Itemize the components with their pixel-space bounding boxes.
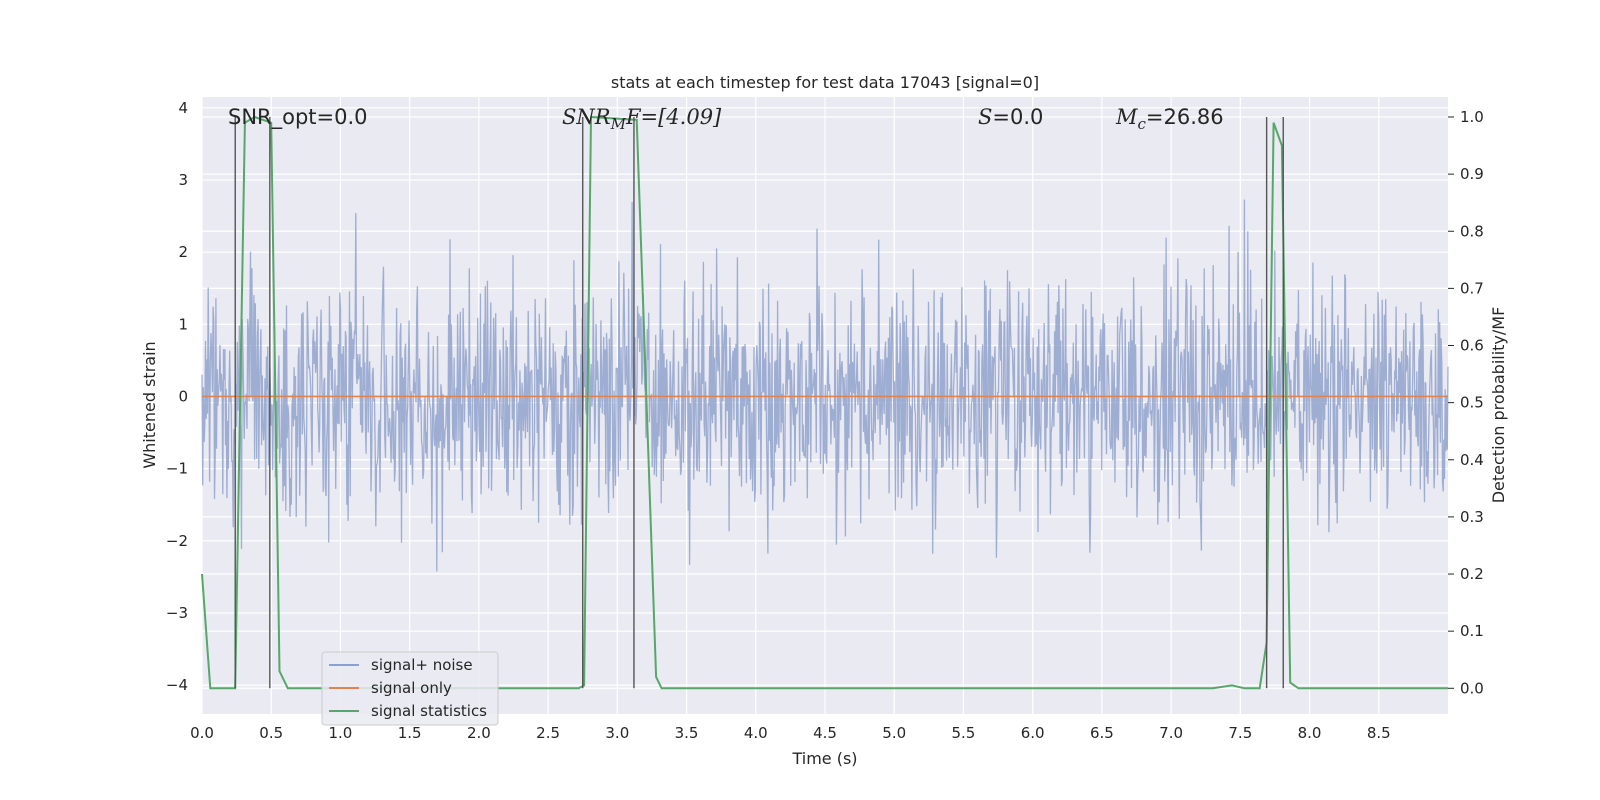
x-tick-label-7: 3.5: [675, 724, 699, 742]
x-tick-label-1: 0.5: [259, 724, 283, 742]
y2-tick-label-6: 0.6: [1460, 337, 1484, 355]
y2-tick-label-4: 0.4: [1460, 451, 1484, 469]
x-tick-label-17: 8.5: [1367, 724, 1391, 742]
x-tick-label-9: 4.5: [813, 724, 837, 742]
s-symbol: S: [978, 105, 992, 129]
legend-label-signal-statistics: signal statistics: [371, 702, 487, 720]
x-tick-label-15: 7.5: [1228, 724, 1252, 742]
mc-symbol: M: [1115, 105, 1138, 129]
mc-sub: c: [1138, 115, 1147, 133]
signal-noise-line: [201, 199, 1449, 572]
y2-tick-label-10: 1.0: [1460, 108, 1484, 126]
legend-label-signal-only: signal only: [371, 679, 452, 697]
x-tick-label-2: 1.0: [329, 724, 353, 742]
y2-tick-label-5: 0.5: [1460, 394, 1484, 412]
annotation-snr-mf: SNRMF=[4.09]: [562, 105, 722, 133]
y-tick-label-2: −2: [166, 532, 188, 550]
x-tick-label-8: 4.0: [744, 724, 768, 742]
y-tick-label-5: 1: [178, 315, 188, 333]
snr-mf-f: F=[4.09]: [625, 105, 722, 129]
mc-value: =26.86: [1146, 105, 1224, 129]
y2-axis-label: Detection probability/MF: [1489, 307, 1508, 504]
snr-mf-base: SNR: [562, 105, 611, 129]
y-axis-label: Whitened strain: [140, 341, 159, 468]
signal-statistics-line: [201, 115, 1448, 690]
annotation-s: S=0.0: [978, 105, 1043, 129]
y-tick-label-6: 2: [178, 243, 188, 261]
noise-series: [201, 199, 1449, 572]
x-tick-label-4: 2.0: [467, 724, 491, 742]
x-tick-label-14: 7.0: [1159, 724, 1183, 742]
x-axis-label: Time (s): [791, 749, 857, 768]
chart-title: stats at each timestep for test data 170…: [611, 73, 1039, 92]
x-tick-label-3: 1.5: [398, 724, 422, 742]
x-tick-label-11: 5.5: [952, 724, 976, 742]
legend-label-signal-noise: signal+ noise: [371, 656, 473, 674]
y2-tick-label-8: 0.8: [1460, 222, 1484, 240]
vertical-markers: [234, 116, 1284, 689]
x-tick-label-10: 5.0: [882, 724, 906, 742]
y-tick-label-1: −3: [166, 604, 188, 622]
y2-tick-label-9: 0.9: [1460, 165, 1484, 183]
signal-statistics-series: [201, 115, 1448, 690]
x-tick-label-6: 3.0: [605, 724, 629, 742]
y2-tick-label-2: 0.2: [1460, 565, 1484, 583]
x-tick-label-13: 6.5: [1090, 724, 1114, 742]
x-tick-label-0: 0.0: [190, 724, 214, 742]
annotation-snr-opt: SNR_opt=0.0: [228, 105, 368, 130]
legend: signal+ noise signal only signal statist…: [321, 651, 499, 726]
y2-tick-label-7: 0.7: [1460, 279, 1484, 297]
s-value: =0.0: [992, 105, 1043, 129]
y2-tick-label-3: 0.3: [1460, 508, 1484, 526]
y-tick-label-8: 4: [178, 99, 188, 117]
y-tick-label-4: 0: [178, 387, 188, 405]
x-tick-label-5: 2.5: [536, 724, 560, 742]
x-tick-label-16: 8.0: [1298, 724, 1322, 742]
x-tick-label-12: 6.0: [1021, 724, 1045, 742]
y2-tick-label-0: 0.0: [1460, 679, 1484, 697]
tick-labels: 0.0 0.5 1.0 1.5 2.0 2.5 3.0 3.5 4.0 4.5 5.0 5.5 6.0 6…: [166, 99, 1484, 742]
annotation-mc: Mc=26.86: [1115, 105, 1224, 133]
legend-box: [321, 651, 499, 726]
y-tick-label-7: 3: [178, 171, 188, 189]
y-tick-label-3: −1: [166, 460, 188, 478]
y2-tick-label-1: 0.1: [1460, 622, 1484, 640]
y-tick-label-0: −4: [166, 676, 188, 694]
snr-mf-sub: M: [610, 115, 627, 133]
